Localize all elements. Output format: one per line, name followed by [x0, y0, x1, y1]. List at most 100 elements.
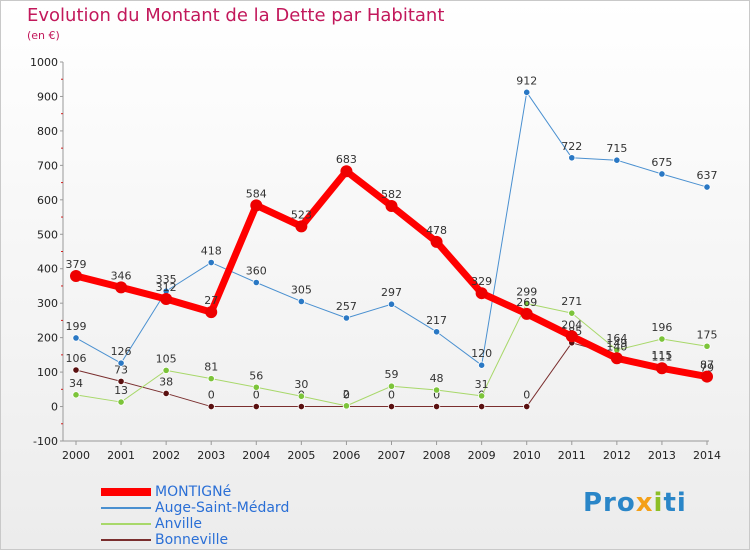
data-point	[115, 281, 128, 294]
y-tick-label: 200	[37, 332, 58, 345]
data-point	[658, 335, 666, 343]
series-MONTIGNé: 379 346 312 27 584 523 683 582 478 329 269 204 140 11…	[66, 153, 714, 383]
data-label: 478	[426, 224, 447, 237]
data-label: 0	[253, 389, 260, 402]
data-label: 164	[606, 332, 627, 345]
chart-subtitle: (en €)	[27, 29, 60, 42]
data-point	[568, 309, 576, 317]
legend-label: Anville	[155, 516, 203, 532]
data-label: 637	[697, 169, 718, 182]
data-point	[478, 402, 486, 411]
data-label: 217	[426, 314, 447, 327]
legend-label: Auge-Saint-Médard	[155, 500, 290, 516]
data-label: 115	[651, 349, 672, 362]
data-point	[387, 382, 396, 390]
data-point	[72, 334, 80, 342]
data-point	[568, 154, 576, 162]
data-label: 30	[294, 378, 308, 391]
data-point	[297, 297, 305, 306]
data-point	[523, 402, 531, 411]
data-label: 584	[246, 187, 267, 200]
data-label: 105	[156, 352, 177, 365]
y-tick-label: 900	[37, 90, 58, 103]
data-point	[250, 199, 263, 212]
legend-swatch	[101, 488, 151, 496]
data-label: 715	[606, 142, 627, 155]
y-tick-label: 800	[37, 125, 58, 138]
data-point	[701, 370, 713, 383]
data-label: 59	[385, 368, 399, 381]
data-point	[478, 392, 486, 400]
data-point	[160, 293, 173, 306]
data-point	[72, 366, 80, 374]
data-point	[523, 299, 531, 308]
data-label: 0	[388, 389, 395, 402]
data-label: 140	[606, 340, 627, 353]
data-label: 120	[471, 347, 492, 360]
data-label: 126	[111, 345, 132, 358]
legend-swatch	[101, 539, 151, 541]
legend-label: MONTIGNé	[155, 484, 232, 500]
y-tick-label: 300	[37, 297, 58, 310]
data-label: 149	[606, 337, 627, 350]
proxiti-logo: Proxiti	[583, 488, 687, 518]
data-point	[342, 314, 351, 322]
data-label: 79	[700, 361, 714, 374]
x-tick-label: 2001	[107, 449, 135, 462]
y-tick-label: 700	[37, 159, 58, 172]
data-point	[207, 402, 215, 411]
x-tick-label: 2004	[242, 449, 270, 462]
x-tick-label: 2000	[62, 449, 90, 462]
series-Auge-Saint-Médard: 199 126 335 418 360 305 257 297 217 120 912 722 715 6…	[66, 74, 718, 369]
data-point	[565, 330, 578, 343]
data-label: 257	[336, 300, 357, 313]
data-point	[478, 361, 486, 369]
data-label: 31	[475, 378, 489, 391]
data-label: 175	[697, 328, 718, 341]
data-point	[297, 392, 305, 400]
data-label: 523	[291, 208, 312, 221]
data-label: 111	[651, 350, 672, 363]
data-label: 0	[208, 389, 215, 402]
data-label: 360	[246, 265, 267, 278]
data-label: 271	[561, 295, 582, 308]
data-point	[117, 359, 125, 367]
data-label: 81	[204, 361, 218, 374]
x-tick-label: 2011	[558, 449, 586, 462]
data-label: 418	[201, 245, 222, 258]
data-label: 196	[651, 321, 672, 334]
data-label: 13	[114, 384, 128, 397]
data-label: 38	[159, 375, 173, 388]
data-label: 582	[381, 188, 402, 201]
legend-swatch	[101, 507, 151, 509]
y-tick-label: 100	[37, 366, 58, 379]
x-tick-label: 2014	[693, 449, 721, 462]
data-label: 34	[69, 377, 83, 390]
y-tick-label: -100	[33, 435, 58, 448]
data-label: 73	[114, 363, 128, 376]
data-label: 56	[249, 369, 263, 382]
data-point	[295, 220, 308, 233]
data-point	[207, 375, 215, 383]
data-point	[252, 383, 260, 391]
data-point	[610, 352, 623, 365]
data-label: 0	[523, 389, 530, 402]
data-label: 683	[336, 153, 357, 166]
series-line	[75, 91, 708, 366]
data-label: 346	[111, 269, 132, 282]
data-label: 87	[700, 359, 714, 372]
data-point	[342, 402, 351, 410]
legend-label: Bonneville	[155, 532, 229, 548]
x-tick-label: 2012	[603, 449, 631, 462]
data-label: 329	[471, 275, 492, 288]
data-label: 269	[516, 296, 537, 309]
data-point	[162, 389, 170, 398]
data-label: 204	[561, 318, 582, 331]
data-label: 199	[66, 320, 87, 333]
data-label: 379	[66, 258, 87, 271]
logo-part: ti	[663, 488, 687, 518]
data-point	[523, 88, 531, 96]
data-label: 48	[430, 372, 444, 385]
data-point	[432, 386, 441, 394]
